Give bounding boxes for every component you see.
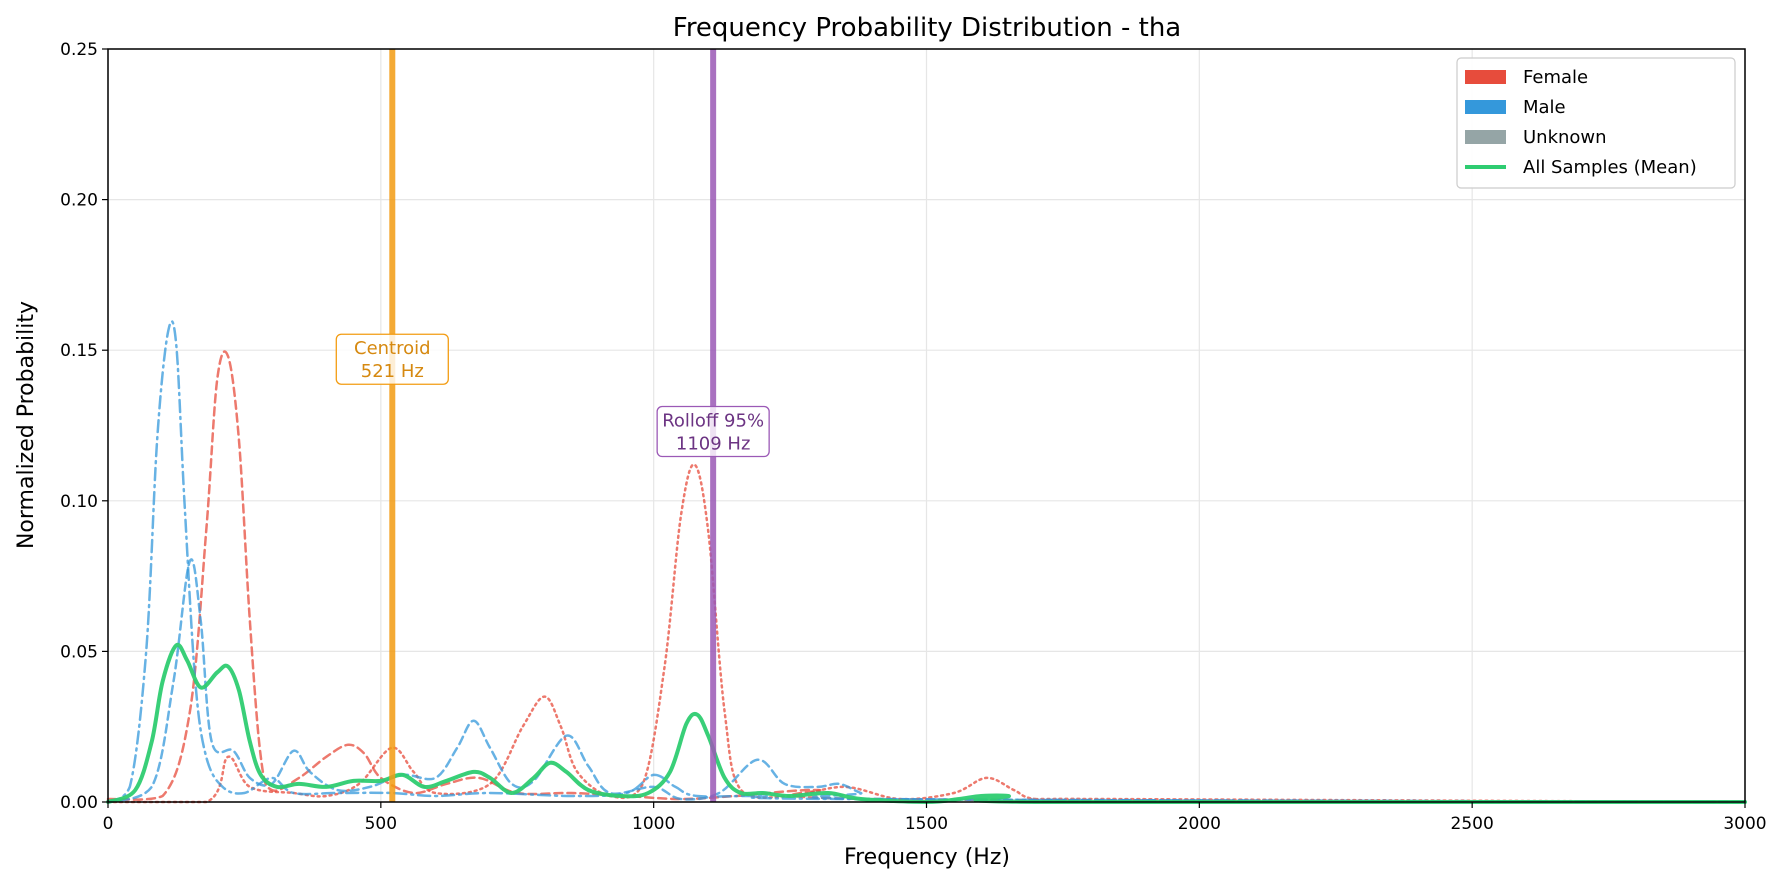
- y-tick-label: 0.15: [60, 341, 98, 361]
- y-tick-label: 0.05: [60, 642, 98, 662]
- x-axis-label: Frequency (Hz): [844, 845, 1010, 870]
- y-axis-label: Normalized Probability: [14, 301, 39, 549]
- legend-label: Unknown: [1523, 127, 1607, 148]
- x-tick-label: 500: [365, 814, 397, 834]
- y-tick-label: 0.25: [60, 40, 98, 60]
- legend-swatch: [1465, 70, 1506, 84]
- x-tick-label: 2500: [1451, 814, 1494, 834]
- x-tick-label: 2000: [1178, 814, 1221, 834]
- legend-label: Male: [1523, 97, 1566, 118]
- y-tick-label: 0.00: [60, 793, 98, 813]
- annotation-text: Centroid: [354, 338, 431, 359]
- x-tick-label: 1500: [905, 814, 948, 834]
- legend-swatch: [1465, 100, 1506, 114]
- y-tick-label: 0.20: [60, 191, 98, 211]
- male-series-line: [106, 320, 1747, 804]
- annotation-text: Rolloff 95%: [662, 411, 764, 432]
- legend-label: Female: [1523, 67, 1588, 88]
- male-series-line: [106, 558, 1747, 804]
- annotation-box: [656, 405, 770, 458]
- x-tick-label: 0: [103, 814, 114, 834]
- legend-box: [1456, 57, 1736, 189]
- annotation-label: Rolloff 95%1109 Hz: [656, 405, 770, 458]
- legend-label: All Samples (Mean): [1523, 157, 1697, 178]
- y-axis-ticks: 0.00 0.05 0.10 0.15 0.20 0.25: [60, 40, 108, 813]
- annotation-text: 521 Hz: [361, 361, 424, 382]
- annotation-text: 1109 Hz: [676, 434, 751, 455]
- x-tick-label: 3000: [1723, 814, 1766, 834]
- chart-title: Frequency Probability Distribution - tha: [673, 13, 1182, 43]
- legend: Female Male Unknown All Samples (Mean): [1456, 57, 1736, 189]
- legend-swatch: [1465, 130, 1506, 144]
- x-axis-ticks: 0 500 1000 1500 2000 2500 3000: [103, 802, 1767, 834]
- annotation-box: [335, 333, 449, 385]
- y-tick-label: 0.10: [60, 492, 98, 512]
- x-tick-label: 1000: [632, 814, 675, 834]
- female-series-line: [106, 463, 1747, 804]
